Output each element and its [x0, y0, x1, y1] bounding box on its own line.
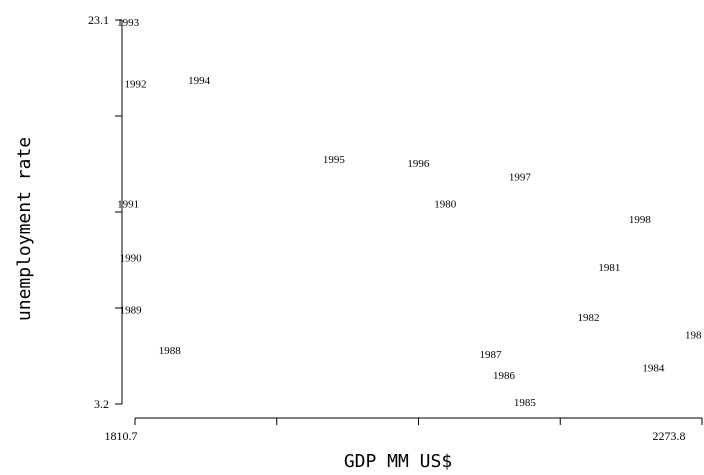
y-tick-label-max: 23.1 [88, 13, 109, 27]
data-point-label-1992: 1992 [124, 79, 146, 91]
x-tick-label-min: 1810.7 [105, 429, 138, 443]
x-axis-title: GDP MM US$ [344, 451, 452, 472]
data-point-label-1980: 1980 [434, 198, 457, 210]
data-point-label-1989: 1989 [120, 304, 143, 316]
x-tick-label-max: 2273.8 [653, 429, 686, 443]
data-point-label-1990: 1990 [120, 252, 143, 264]
data-point-label-1991: 1991 [117, 198, 139, 210]
y-axis-title: unemployment rate [14, 137, 35, 321]
y-tick-label-min: 3.2 [94, 397, 109, 411]
data-point-label-1997: 1997 [509, 171, 532, 183]
data-point-label-1994: 1994 [188, 75, 211, 87]
data-point-label-1982: 1982 [578, 312, 600, 324]
data-point-label-1984: 1984 [642, 362, 665, 374]
data-point-label-1988: 1988 [159, 345, 182, 357]
data-point-label-1986: 1986 [493, 370, 516, 382]
x-axis-ticks [134, 418, 703, 425]
data-point-labels: 1980 1981 1982 1984 1985 1986 1987 1988 1989 1990… [117, 17, 702, 409]
data-point-label-1985: 1985 [514, 397, 537, 409]
y-axis-ticks [115, 19, 122, 405]
data-point-label-198: 198 [685, 330, 702, 342]
data-point-label-1987: 1987 [480, 349, 503, 361]
data-point-label-1993: 1993 [117, 17, 139, 29]
data-point-label-1995: 1995 [323, 154, 346, 166]
data-point-label-1981: 1981 [598, 262, 620, 274]
data-point-label-1998: 1998 [629, 214, 652, 226]
data-point-label-1996: 1996 [407, 158, 430, 170]
plot-area: 3.2 23.1 1810.7 2273.8 19801981198219841… [88, 13, 703, 443]
